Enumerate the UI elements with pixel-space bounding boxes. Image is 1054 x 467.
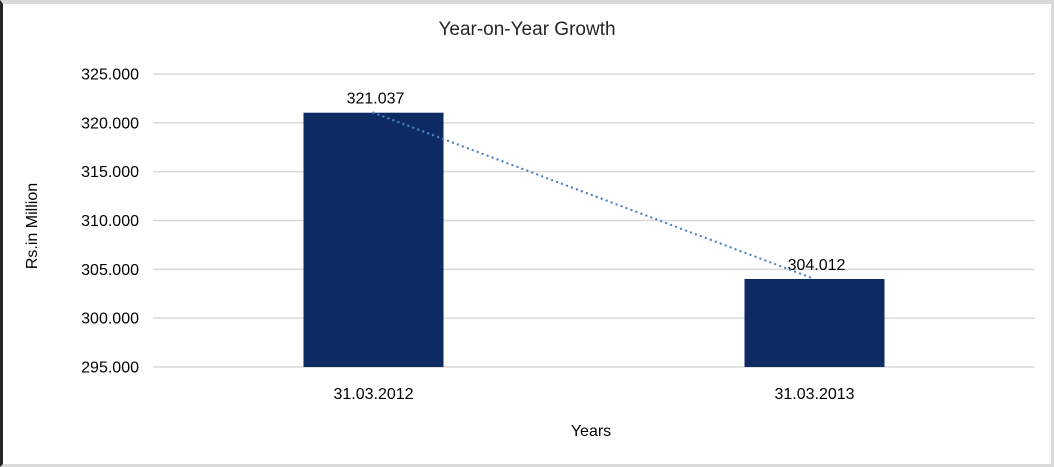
y-tick-label: 310.000 xyxy=(81,213,139,230)
bar xyxy=(744,278,885,367)
plot-area: 325.000 320.000 315.000 310.000 305.000 300.0… xyxy=(81,67,1035,403)
y-tick-label: 325.000 xyxy=(81,67,139,84)
bar-data-label: 304.012 xyxy=(788,257,846,274)
bar xyxy=(303,112,444,368)
trendline xyxy=(372,111,816,281)
y-tick-label: 300.000 xyxy=(81,311,139,328)
x-axis-title: Years xyxy=(570,423,612,440)
x-category-label: 31.03.2012 xyxy=(333,386,413,403)
x-category-label: 31.03.2013 xyxy=(774,386,854,403)
y-tick-label: 320.000 xyxy=(81,115,139,132)
y-tick-label: 315.000 xyxy=(81,164,139,181)
y-tick-label: 295.000 xyxy=(81,360,139,377)
bar-data-label: 321.037 xyxy=(347,91,405,108)
chart-title: Year-on-Year Growth xyxy=(438,19,616,40)
y-tick-label: 305.000 xyxy=(81,262,139,279)
